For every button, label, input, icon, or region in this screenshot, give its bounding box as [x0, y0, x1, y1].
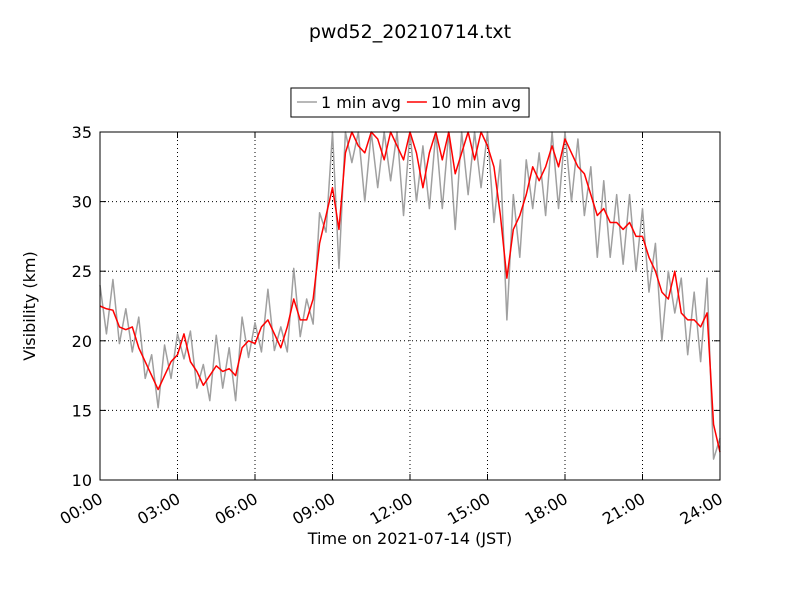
y-tick-label: 15 — [72, 401, 92, 420]
y-tick-label: 10 — [72, 471, 92, 490]
chart-title: pwd52_20210714.txt — [309, 21, 511, 43]
x-axis-label: Time on 2021-07-14 (JST) — [307, 529, 512, 548]
legend-label: 10 min avg — [431, 93, 521, 112]
plot-frame — [99, 131, 721, 481]
y-tick-label: 35 — [72, 123, 92, 142]
y-tick-label: 30 — [72, 193, 92, 212]
y-tick-label: 20 — [72, 332, 92, 351]
y-axis-label: Visibility (km) — [20, 251, 39, 360]
legend-label: 1 min avg — [321, 93, 401, 112]
y-tick-label: 25 — [72, 262, 92, 281]
legend: 1 min avg 10 min avg — [290, 87, 530, 118]
